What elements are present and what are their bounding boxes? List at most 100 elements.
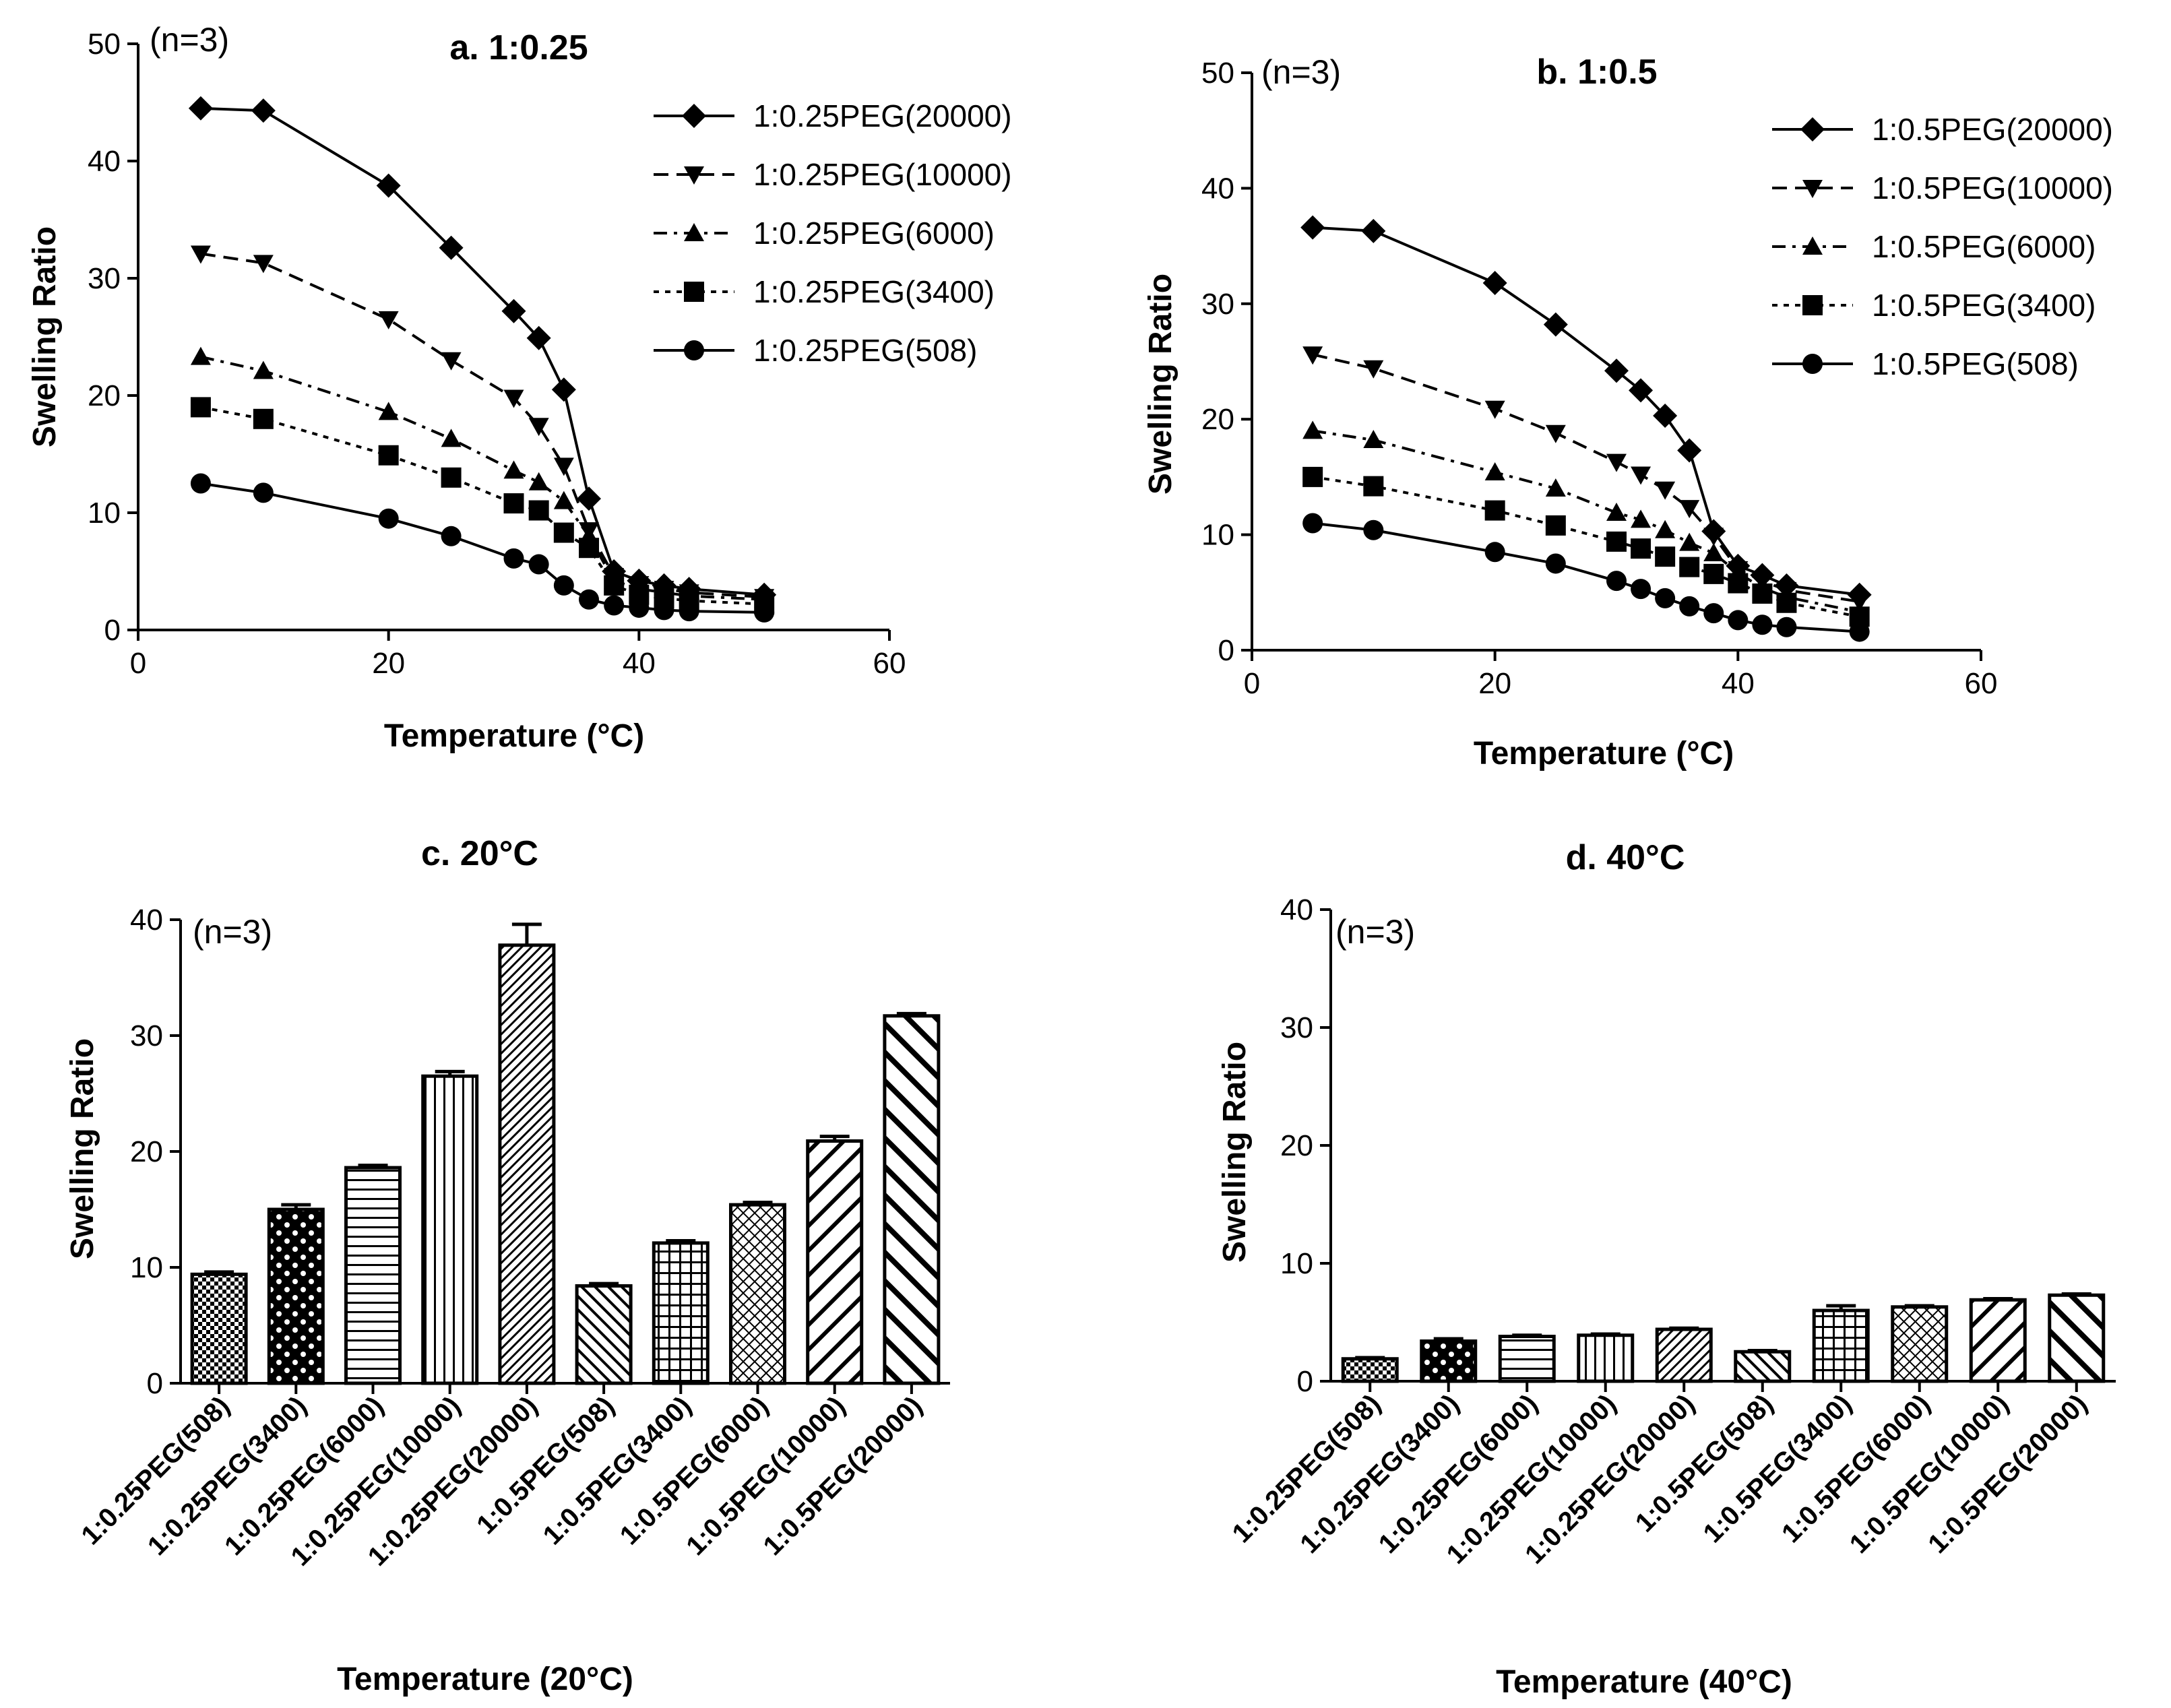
plot-area: 0102030401:0.25PEG(508)1:0.25PEG(3400)1:…	[1227, 893, 2116, 1570]
series-line	[1313, 226, 1860, 596]
bar	[883, 1014, 941, 1385]
data-point	[1604, 358, 1629, 383]
data-point	[1703, 603, 1724, 624]
data-point	[1363, 476, 1384, 497]
bar-group	[498, 922, 556, 1385]
data-point	[1482, 270, 1507, 295]
data-point	[551, 377, 576, 402]
data-point	[253, 482, 274, 503]
bar-group	[652, 1238, 710, 1385]
y-tick-label: 40	[130, 904, 163, 937]
data-point	[503, 548, 524, 569]
x-tick-label: 0	[1244, 667, 1260, 700]
data-point	[553, 522, 574, 543]
data-point	[1484, 400, 1505, 419]
data-point	[1776, 592, 1797, 613]
legend-item: 1:0.5PEG(20000)	[1772, 112, 2113, 147]
y-axis-title: Swelling Ratio	[1217, 1042, 1253, 1263]
legend-item: 1:0.5PEG(10000)	[1772, 170, 2113, 205]
bar	[498, 943, 556, 1385]
data-point	[1703, 528, 1724, 546]
bar	[267, 1207, 325, 1385]
chart-panel-a: a. 1:0.25 (n=3) Swelling Ratio Temperatu…	[27, 21, 1012, 754]
x-tick-label: 20	[372, 647, 405, 680]
data-point	[1302, 466, 1323, 487]
legend-label: 1:0.5PEG(3400)	[1872, 288, 2096, 323]
data-point	[188, 96, 213, 121]
legend-marker	[1802, 180, 1823, 198]
legend-marker	[1800, 117, 1825, 141]
bar	[729, 1203, 786, 1385]
bar	[1577, 1333, 1635, 1383]
x-tick-label: 60	[873, 647, 906, 680]
plot-area: 0 10 20 30 40 50 0 20 40 60	[1201, 57, 1997, 700]
data-point	[1302, 420, 1323, 439]
legend-label: 1:0.25PEG(508)	[753, 333, 977, 368]
legend-marker	[682, 104, 706, 128]
chart-title: d. 40°C	[1566, 838, 1685, 877]
data-point	[1655, 481, 1676, 500]
bar	[1655, 1327, 1713, 1383]
data-point	[1679, 500, 1700, 519]
data-point	[1776, 616, 1797, 637]
x-axis-title: Temperature (40°C)	[1496, 1664, 1792, 1700]
series-line	[200, 355, 765, 601]
data-point	[1361, 218, 1386, 243]
data-point	[1655, 546, 1676, 567]
bar-group	[1734, 1349, 1792, 1383]
legend-item: 1:0.25PEG(3400)	[654, 274, 995, 309]
series-4	[1302, 513, 1870, 642]
data-point	[1728, 610, 1749, 631]
bar-group	[1655, 1326, 1713, 1383]
x-tick-label: 1:0.25PEG(508)	[1227, 1389, 1387, 1548]
y-tick-label: 10	[1201, 519, 1234, 552]
legend-marker	[1802, 354, 1823, 374]
y-tick-label: 30	[130, 1019, 163, 1052]
data-point	[1631, 466, 1651, 485]
legend-label: 1:0.25PEG(3400)	[753, 274, 995, 309]
sample-size-note: (n=3)	[193, 913, 272, 951]
bar	[1734, 1350, 1792, 1383]
data-point	[553, 575, 574, 596]
y-tick-label: 20	[1280, 1129, 1313, 1162]
data-point	[190, 473, 211, 494]
y-tick-label: 30	[1280, 1011, 1313, 1044]
y-tick-label: 10	[88, 497, 121, 530]
x-tick-label: 1:0.5PEG(3400)	[1698, 1389, 1858, 1548]
y-axis-title: Swelling Ratio	[1143, 274, 1178, 495]
chart-title: c. 20°C	[421, 834, 538, 873]
legend-item: 1:0.25PEG(508)	[654, 333, 977, 368]
data-point	[1677, 438, 1702, 463]
data-point	[253, 360, 274, 379]
data-point	[1606, 531, 1627, 552]
data-point	[439, 235, 464, 260]
data-point	[1655, 519, 1676, 538]
bar-group	[1420, 1337, 1478, 1383]
sample-size-note: (n=3)	[1261, 53, 1341, 91]
legend-marker	[684, 223, 704, 241]
bar-group	[1969, 1297, 2027, 1383]
bar	[1812, 1308, 1870, 1383]
bar-group	[575, 1282, 633, 1385]
data-point	[604, 595, 625, 616]
data-point	[629, 597, 650, 618]
legend-label: 1:0.25PEG(6000)	[753, 216, 995, 251]
legend-item: 1:0.5PEG(3400)	[1772, 288, 2096, 323]
legend-label: 1:0.25PEG(10000)	[753, 157, 1012, 192]
x-tick-label: 60	[1965, 667, 1998, 700]
y-tick-label: 50	[1201, 57, 1234, 90]
data-point	[1302, 513, 1323, 534]
series-line	[1312, 353, 1860, 603]
bar	[421, 1074, 479, 1385]
data-point	[1631, 509, 1651, 528]
bar-group	[883, 1011, 941, 1385]
data-point	[378, 402, 399, 420]
plot-area: 0102030401:0.25PEG(508)1:0.25PEG(3400)1:…	[75, 904, 950, 1572]
y-tick-label: 30	[88, 262, 121, 295]
data-point	[1484, 462, 1505, 481]
x-tick-label: 20	[1478, 667, 1511, 700]
y-axis-title: Swelling Ratio	[65, 1038, 100, 1259]
x-tick-label: 1:0.5PEG(508)	[1630, 1389, 1779, 1538]
plot-area: 0 10 20 30 40 50 0 20 40 60	[88, 28, 906, 680]
bar	[190, 1272, 248, 1385]
